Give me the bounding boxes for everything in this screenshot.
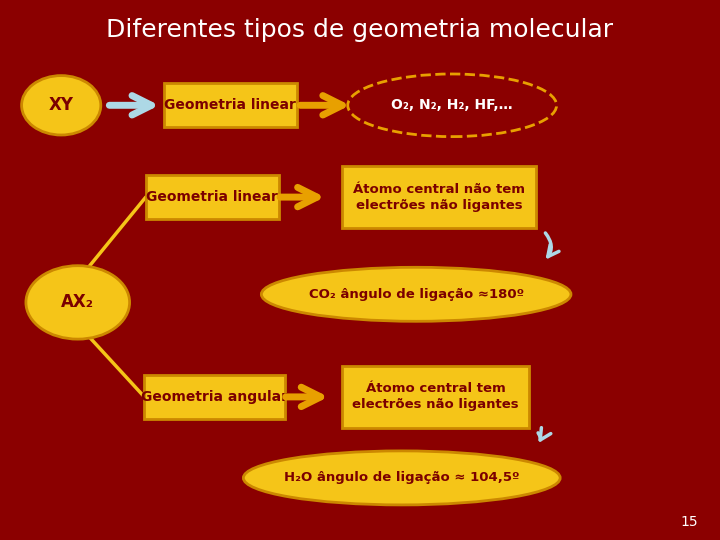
Ellipse shape <box>243 451 560 505</box>
FancyBboxPatch shape <box>342 166 536 228</box>
Text: H₂O ângulo de ligação ≈ 104,5º: H₂O ângulo de ligação ≈ 104,5º <box>284 471 520 484</box>
Text: Geometria linear: Geometria linear <box>146 190 279 204</box>
Text: CO₂ ângulo de ligação ≈180º: CO₂ ângulo de ligação ≈180º <box>309 288 523 301</box>
Ellipse shape <box>261 267 571 321</box>
Text: XY: XY <box>49 96 73 114</box>
Ellipse shape <box>22 76 101 135</box>
Ellipse shape <box>26 266 130 339</box>
FancyBboxPatch shape <box>342 366 529 428</box>
Text: Átomo central tem
electrões não ligantes: Átomo central tem electrões não ligantes <box>352 382 519 411</box>
Text: AX₂: AX₂ <box>61 293 94 312</box>
Ellipse shape <box>348 74 557 137</box>
Text: Geometria angular: Geometria angular <box>141 390 288 404</box>
Text: Átomo central não tem
electrões não ligantes: Átomo central não tem electrões não liga… <box>354 183 525 212</box>
Text: Geometria linear: Geometria linear <box>164 98 297 112</box>
Text: Diferentes tipos de geometria molecular: Diferentes tipos de geometria molecular <box>107 18 613 42</box>
FancyBboxPatch shape <box>145 175 279 219</box>
Text: 15: 15 <box>681 515 698 529</box>
FancyBboxPatch shape <box>144 375 285 419</box>
Text: O₂, N₂, H₂, HF,…: O₂, N₂, H₂, HF,… <box>392 98 513 112</box>
FancyBboxPatch shape <box>164 83 297 127</box>
